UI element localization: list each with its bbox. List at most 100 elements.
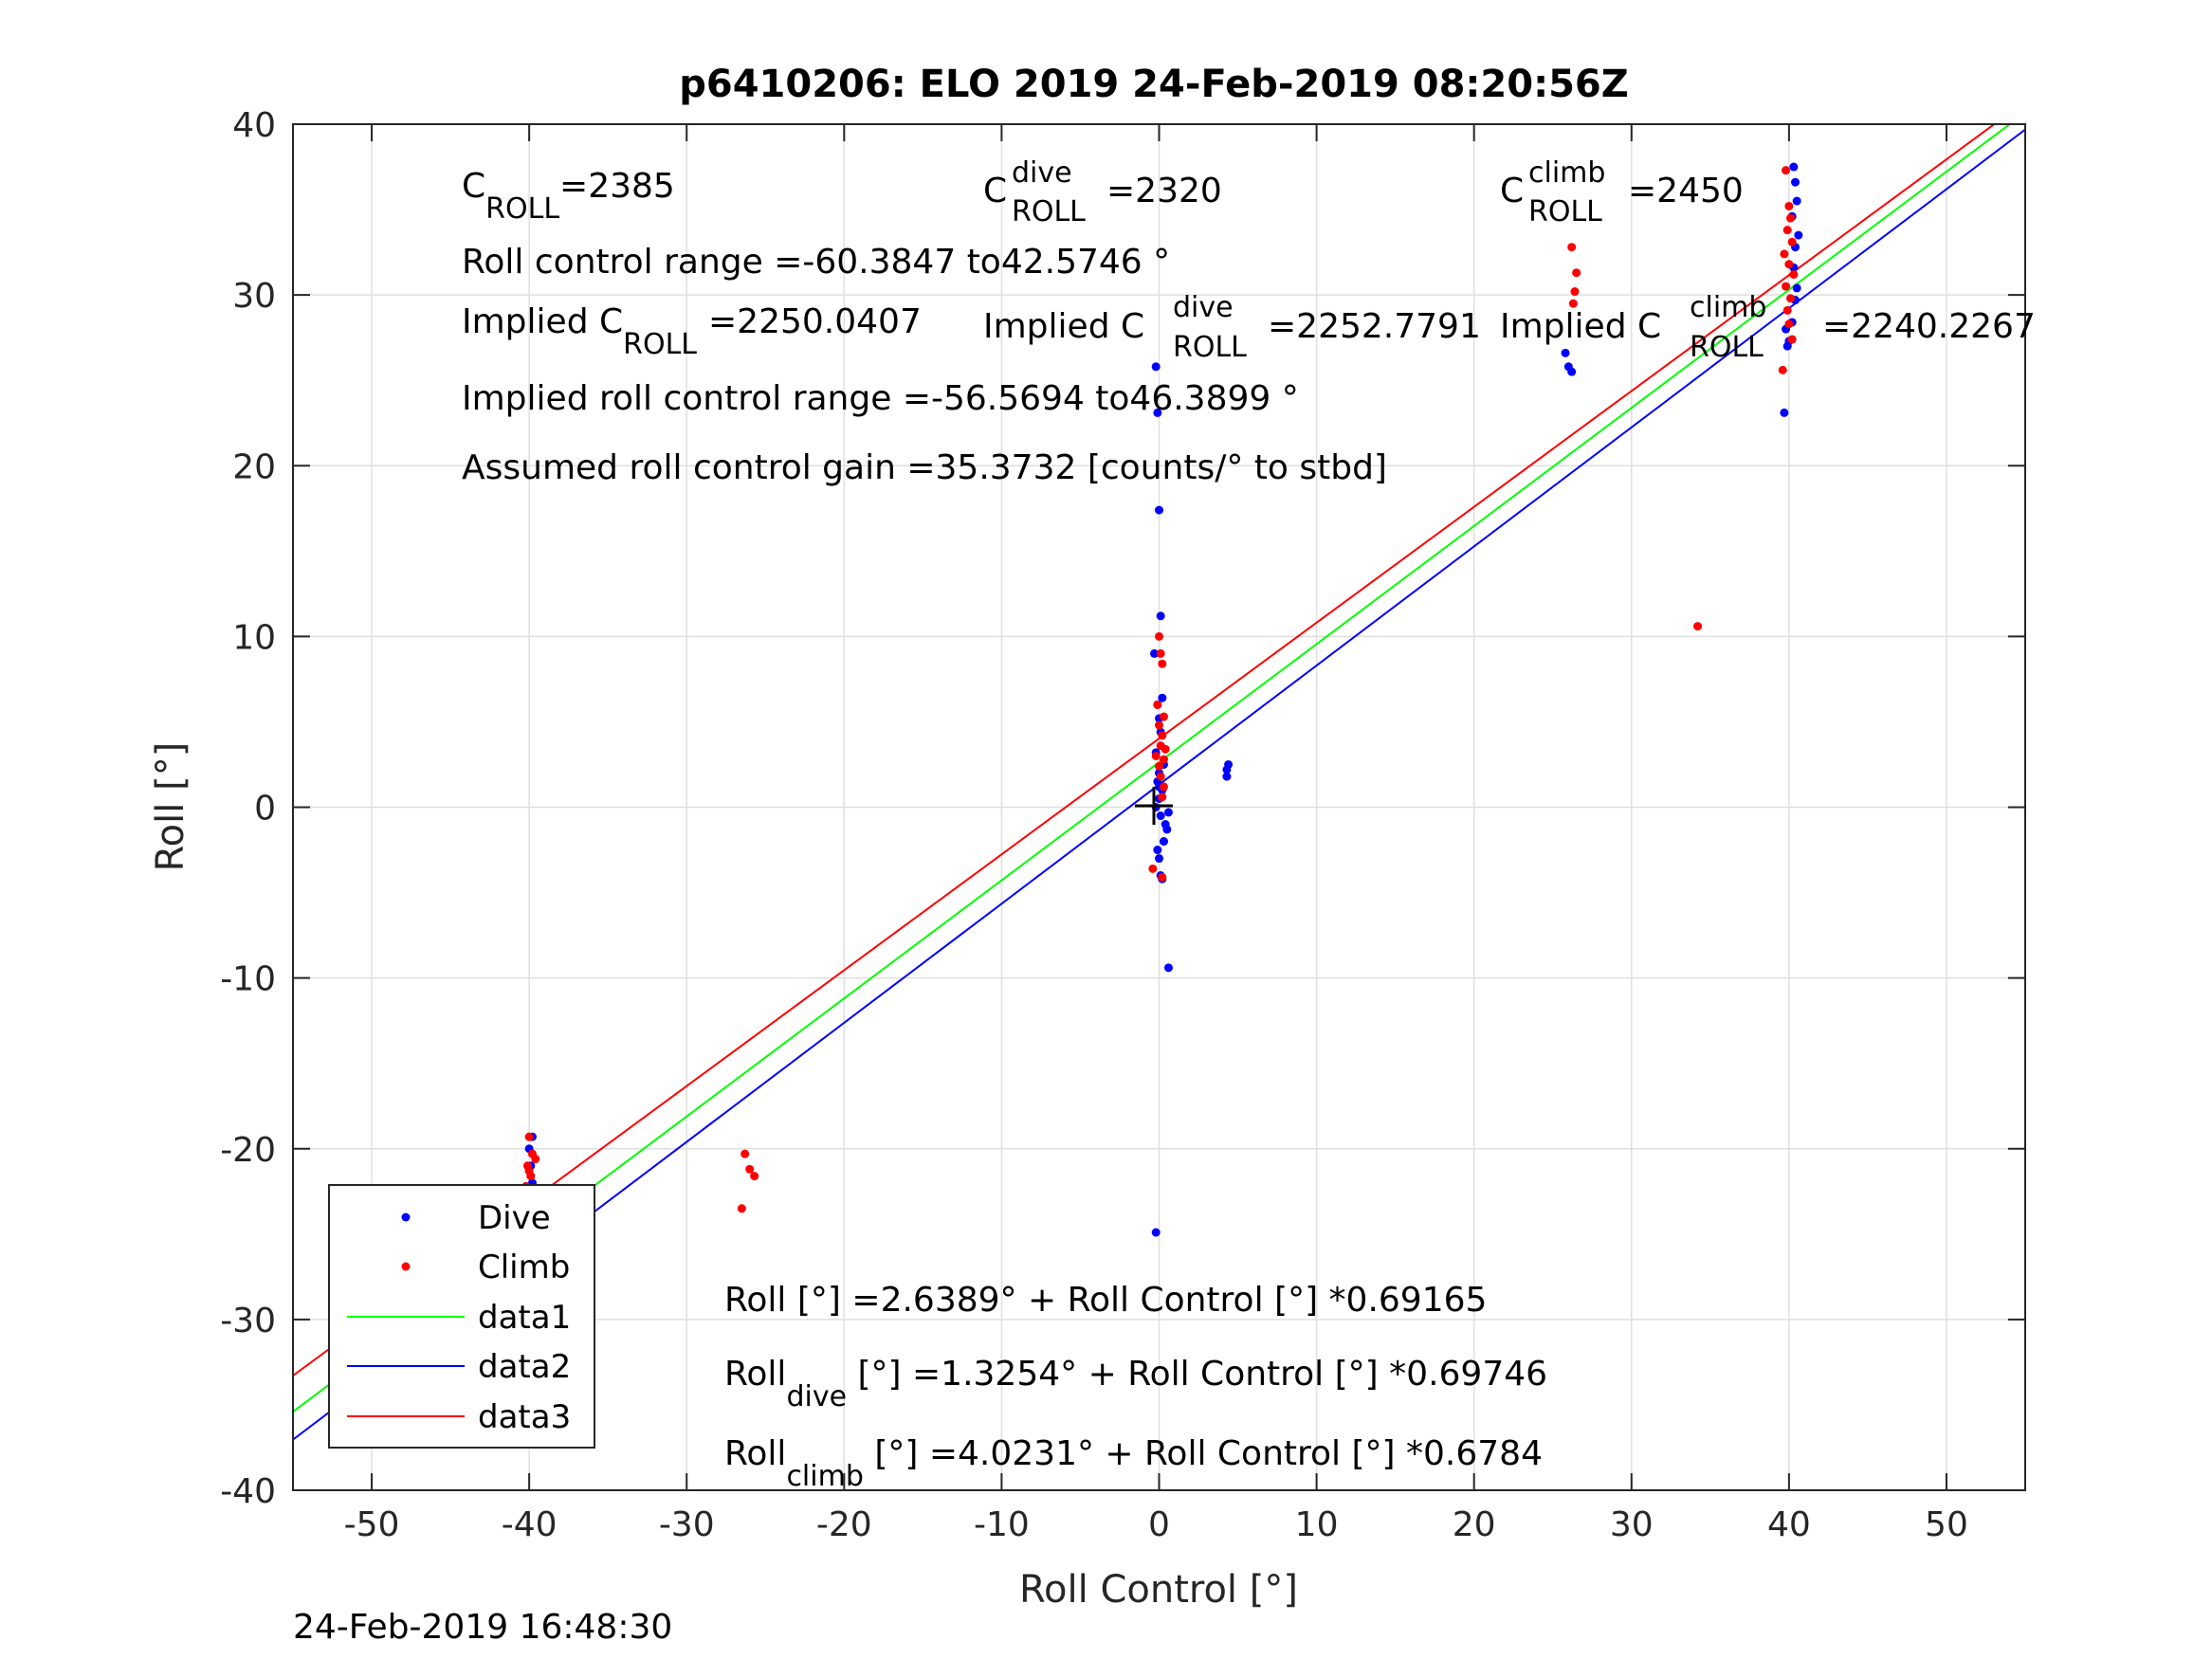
point-dive xyxy=(1156,611,1165,621)
annotations-top: CROLL=2385 C dive ROLL =2320 C climb ROL… xyxy=(462,156,2036,487)
y-tick-label: -20 xyxy=(220,1131,276,1170)
x-tick-label: 30 xyxy=(1610,1505,1654,1544)
implied-c-roll-dive-annotation: Implied C xyxy=(983,307,1144,346)
roll-control-gain: Assumed roll control gain =35.3732 [coun… xyxy=(462,448,1387,487)
fit-equation-climb: Rollclimb [°] =4.0231° + Roll Control [°… xyxy=(724,1434,1543,1493)
point-climb xyxy=(1787,335,1797,344)
point-climb xyxy=(1784,319,1794,329)
point-climb xyxy=(524,1132,534,1141)
point-dive xyxy=(1794,230,1803,240)
point-climb xyxy=(1155,631,1163,641)
x-tick-label: -30 xyxy=(659,1505,715,1544)
point-climb xyxy=(1148,864,1158,873)
point-climb xyxy=(1787,237,1797,246)
roll-control-range: Roll control range =-60.3847 to42.5746 ° xyxy=(462,243,1170,282)
point-dive xyxy=(1153,846,1162,855)
implied-c-roll-climb-sup: climb xyxy=(1690,291,1766,324)
point-climb xyxy=(737,1204,746,1213)
point-climb xyxy=(1156,772,1165,781)
point-climb xyxy=(1158,659,1167,668)
point-dive xyxy=(1163,963,1173,973)
point-climb xyxy=(1782,226,1792,235)
y-axis-label: Roll [°] xyxy=(149,742,192,872)
c-roll-dive-annotation: C xyxy=(983,172,1007,210)
implied-c-roll-climb-annotation: Implied C xyxy=(1500,307,1661,346)
point-climb xyxy=(1780,249,1789,259)
origin-marker xyxy=(1135,787,1173,825)
point-climb xyxy=(1789,270,1799,280)
x-tick-label: 40 xyxy=(1767,1505,1811,1544)
point-dive xyxy=(1561,348,1570,357)
point-climb xyxy=(1784,260,1794,269)
legend-label-dive: Dive xyxy=(478,1199,551,1237)
c-roll-climb-annotation: C xyxy=(1500,172,1524,210)
implied-roll-control-range: Implied roll control range =-56.5694 to4… xyxy=(462,379,1299,418)
y-tick-label: -30 xyxy=(220,1302,276,1340)
point-dive xyxy=(1153,408,1162,417)
x-tick-label: -10 xyxy=(974,1505,1030,1544)
point-climb xyxy=(1784,201,1794,210)
y-tick-label: 40 xyxy=(232,106,276,145)
c-roll-dive-sub: ROLL xyxy=(1012,195,1086,228)
point-climb xyxy=(1159,782,1168,792)
point-dive xyxy=(1222,772,1232,781)
point-dive xyxy=(1782,341,1792,351)
y-tick-label: 30 xyxy=(232,277,276,316)
point-climb xyxy=(1778,365,1787,374)
implied-c-roll-climb-sub: ROLL xyxy=(1690,331,1764,364)
ticks xyxy=(293,123,2025,1491)
point-dive xyxy=(1151,1228,1161,1237)
y-tick-label: 0 xyxy=(254,790,276,829)
y-tick-label: -10 xyxy=(220,960,276,999)
point-dive xyxy=(1791,177,1801,187)
legend-label-data1: data1 xyxy=(478,1299,571,1337)
x-tick-label: -50 xyxy=(344,1505,400,1544)
point-climb xyxy=(1786,213,1796,223)
point-climb xyxy=(1568,299,1578,308)
point-climb xyxy=(1153,700,1162,709)
legend-label-climb: Climb xyxy=(478,1249,570,1286)
x-tick-label: -20 xyxy=(816,1505,872,1544)
legend-swatch-climb xyxy=(401,1262,411,1271)
c-roll-annotation: CROLL=2385 xyxy=(462,167,675,226)
c-roll-dive-value: =2320 xyxy=(1106,172,1222,210)
point-climb xyxy=(1151,751,1161,760)
point-climb xyxy=(750,1172,759,1181)
implied-c-roll-dive-sub: ROLL xyxy=(1173,331,1247,364)
point-climb xyxy=(1782,305,1792,315)
point-dive xyxy=(1224,759,1234,769)
point-dive xyxy=(1162,825,1172,834)
point-climb xyxy=(524,1166,534,1176)
legend-label-data3: data3 xyxy=(478,1398,571,1436)
timestamp: 24-Feb-2019 16:48:30 xyxy=(293,1608,672,1647)
point-dive xyxy=(1163,808,1173,817)
point-dive xyxy=(1150,648,1160,658)
point-climb xyxy=(1693,622,1703,631)
point-climb xyxy=(1158,731,1167,740)
point-climb xyxy=(740,1149,750,1158)
point-dive xyxy=(1155,505,1163,515)
x-tick-label: 0 xyxy=(1148,1505,1170,1544)
point-dive xyxy=(1159,837,1168,847)
c-roll-dive-sup: dive xyxy=(1012,156,1072,190)
fit-equation-all: Roll [°] =2.6389° + Roll Control [°] *0.… xyxy=(724,1281,1487,1320)
point-dive xyxy=(1158,693,1167,702)
legend-label-data2: data2 xyxy=(478,1348,571,1386)
y-tick-label: 10 xyxy=(232,618,276,657)
legend: Dive Climb data1 data2 data3 xyxy=(328,1184,595,1449)
point-climb xyxy=(1161,744,1170,754)
point-climb xyxy=(1156,648,1165,658)
fit-line-data3 xyxy=(293,124,1997,1376)
implied-c-roll-climb-value: =2240.2267 xyxy=(1822,307,2036,346)
implied-c-roll-annotation: Implied CROLL=2250.0407 xyxy=(462,302,922,361)
point-climb xyxy=(1155,761,1163,771)
point-dive xyxy=(1156,811,1165,821)
y-tick-label: -40 xyxy=(220,1472,276,1511)
point-climb xyxy=(1782,166,1791,175)
point-climb xyxy=(1155,720,1163,730)
c-roll-climb-value: =2450 xyxy=(1628,172,1744,210)
chart-title: p6410206: ELO 2019 24-Feb-2019 08:20:56Z xyxy=(679,63,1629,106)
y-tick-labels: -40 -30 -20 -10 0 10 20 30 40 xyxy=(220,106,276,1511)
point-dive xyxy=(1792,283,1801,293)
